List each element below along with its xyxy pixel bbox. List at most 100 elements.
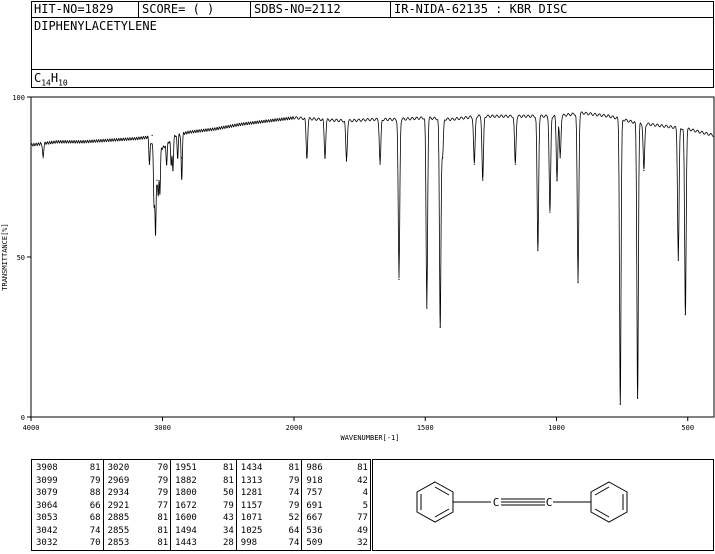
peak-transmittance: 88 bbox=[89, 488, 101, 498]
peak-row: 1600 43 bbox=[175, 512, 234, 525]
peak-row: 1882 81 bbox=[175, 475, 234, 488]
y-axis-label: TRANSMITTANCE[%] bbox=[1, 223, 9, 290]
peak-point bbox=[441, 157, 444, 159]
peak-row: 757 4 bbox=[306, 487, 368, 500]
peak-point bbox=[684, 314, 686, 316]
x-tick-label: 1500 bbox=[417, 424, 434, 432]
peak-row: 536 49 bbox=[306, 525, 368, 538]
plot-frame bbox=[30, 96, 715, 418]
peak-row: 3079 88 bbox=[36, 487, 101, 500]
peak-point bbox=[426, 307, 428, 309]
peak-point bbox=[677, 259, 679, 261]
peak-row: 2885 81 bbox=[108, 512, 169, 525]
peak-transmittance: 28 bbox=[222, 538, 234, 548]
peak-point bbox=[398, 278, 400, 280]
hit-no: HIT-NO=1829 bbox=[31, 1, 139, 18]
peak-point bbox=[559, 157, 561, 159]
carbon-right: C bbox=[546, 496, 553, 509]
peak-transmittance: 81 bbox=[157, 525, 169, 536]
peak-transmittance: 43 bbox=[222, 513, 234, 523]
peak-row: 918 42 bbox=[306, 475, 368, 488]
y-tick-label: 50 bbox=[17, 254, 25, 262]
peak-wavenumber: 3053 bbox=[36, 513, 58, 523]
peak-point bbox=[177, 157, 179, 159]
peak-row: 2855 81 bbox=[108, 525, 169, 538]
score: SCORE= ( ) bbox=[139, 1, 251, 18]
peak-wavenumber: 1281 bbox=[240, 488, 263, 498]
x-axis-label: WAVENUMBER[-1] bbox=[340, 434, 399, 442]
x-axis: 4000 3000 2000 1500 1000 500 bbox=[23, 417, 694, 432]
x-tick-label: 3000 bbox=[154, 424, 171, 432]
peak-transmittance: 77 bbox=[357, 513, 368, 523]
peak-wavenumber: 918 bbox=[306, 475, 323, 486]
peak-row: 1951 81 bbox=[175, 462, 234, 475]
peak-wavenumber: 2969 bbox=[107, 475, 130, 486]
sdbs-no: SDBS-NO=2112 bbox=[251, 1, 391, 18]
peak-row: 1313 79 bbox=[241, 475, 300, 488]
peak-point bbox=[379, 163, 381, 165]
peak-wavenumber: 1157 bbox=[240, 500, 263, 511]
peak-row: 3099 79 bbox=[36, 475, 101, 488]
compound-name: DIPHENYLACETYLENE bbox=[34, 19, 157, 33]
peak-wavenumber: 1800 bbox=[175, 488, 197, 498]
peak-transmittance: 79 bbox=[157, 475, 169, 486]
peak-row: 3908 81 bbox=[36, 462, 101, 475]
peak-point bbox=[42, 157, 44, 159]
peak-row: 1672 79 bbox=[175, 500, 234, 513]
peak-transmittance: 79 bbox=[89, 475, 101, 486]
x-tick-label: 4000 bbox=[23, 424, 40, 432]
peak-column: 3908 81 3099 79 3079 88 3064 66 3053 68 3042 74 3032… bbox=[32, 460, 104, 550]
peak-point bbox=[643, 170, 645, 172]
peak-point bbox=[151, 134, 153, 136]
peak-point bbox=[439, 326, 441, 328]
peak-row: 2853 81 bbox=[108, 537, 169, 550]
peak-transmittance: 64 bbox=[288, 525, 300, 536]
molecular-formula: C14H10 bbox=[34, 71, 68, 88]
peak-transmittance: 79 bbox=[222, 500, 234, 511]
peak-row: 2969 79 bbox=[108, 475, 169, 488]
peak-transmittance: 81 bbox=[222, 463, 234, 473]
peak-wavenumber: 3032 bbox=[36, 538, 58, 548]
peak-row: 1157 79 bbox=[241, 500, 300, 513]
ir-source: IR-NIDA-62135 : KBR DISC bbox=[394, 2, 568, 16]
peak-row: 3020 70 bbox=[108, 462, 169, 475]
peak-transmittance: 74 bbox=[288, 488, 300, 498]
peak-point bbox=[156, 179, 158, 181]
peak-wavenumber: 1443 bbox=[175, 538, 197, 548]
peak-wavenumber: 1882 bbox=[175, 475, 197, 486]
peak-transmittance: 52 bbox=[288, 513, 300, 523]
peak-marks bbox=[42, 134, 686, 405]
peak-row: 3032 70 bbox=[36, 537, 101, 550]
peak-wavenumber: 2855 bbox=[107, 525, 130, 536]
peak-wavenumber: 2934 bbox=[107, 488, 130, 498]
molecule-structure: C C bbox=[416, 481, 628, 523]
peak-transmittance: 66 bbox=[89, 500, 101, 511]
header-top-row bbox=[31, 1, 714, 18]
peak-wavenumber: 998 bbox=[240, 538, 258, 548]
peak-point bbox=[514, 163, 516, 165]
peak-transmittance: 42 bbox=[357, 475, 368, 486]
peak-transmittance: 68 bbox=[89, 513, 101, 523]
peak-transmittance: 32 bbox=[357, 538, 368, 548]
x-tick-label: 500 bbox=[681, 424, 694, 432]
peak-wavenumber: 757 bbox=[306, 488, 323, 498]
x-tick-label: 2000 bbox=[286, 424, 303, 432]
carbon-left: C bbox=[493, 496, 500, 509]
peak-point bbox=[157, 192, 159, 194]
peak-wavenumber: 1313 bbox=[240, 475, 263, 486]
peak-transmittance: 70 bbox=[89, 538, 101, 548]
peak-wavenumber: 2853 bbox=[107, 538, 130, 548]
peak-transmittance: 81 bbox=[357, 463, 368, 473]
peak-point bbox=[172, 170, 174, 172]
peak-point bbox=[482, 179, 484, 181]
peak-transmittance: 50 bbox=[222, 488, 234, 498]
peak-wavenumber: 536 bbox=[306, 525, 323, 536]
peak-row: 3042 74 bbox=[36, 525, 101, 538]
structure-box: C C bbox=[372, 459, 714, 551]
peak-wavenumber: 3079 bbox=[36, 488, 58, 498]
peak-transmittance: 79 bbox=[288, 475, 300, 486]
peak-row: 667 77 bbox=[306, 512, 368, 525]
peak-point bbox=[324, 157, 326, 159]
peak-point bbox=[154, 230, 157, 232]
peak-transmittance: 81 bbox=[89, 463, 101, 473]
